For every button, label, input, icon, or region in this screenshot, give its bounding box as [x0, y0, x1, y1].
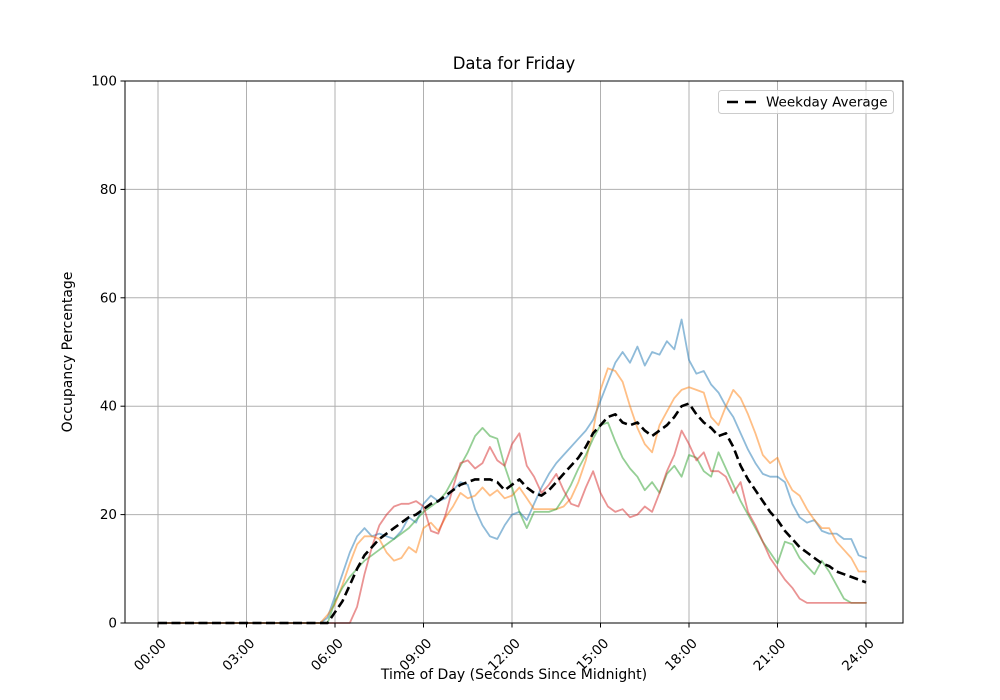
y-tick-label: 100	[91, 74, 117, 90]
y-tick-label: 40	[100, 399, 117, 415]
y-tick-label: 80	[100, 182, 117, 198]
axes-and-ticks	[120, 80, 904, 628]
y-tick-label: 0	[108, 616, 117, 632]
weekday-average-line	[158, 402, 867, 625]
y-tick-label: 20	[100, 507, 117, 523]
legend-box	[718, 90, 894, 114]
tick-labels: 00:00 03:00 06:00 09:00 12:00 15:00 18:00 21:00…	[91, 74, 878, 675]
x-tick-label: 21:00	[751, 636, 790, 675]
chart-title: Data for Friday	[453, 54, 576, 73]
y-axis-label: Occupancy Percentage	[60, 272, 76, 433]
x-tick-label: 06:00	[308, 636, 347, 675]
y-tick-label: 60	[100, 290, 117, 306]
gridlines	[125, 80, 903, 624]
legend-label: Weekday Average	[766, 95, 888, 111]
x-tick-label: 00:00	[131, 636, 170, 675]
x-axis-label: Time of Day (Seconds Since Midnight)	[380, 667, 647, 683]
x-tick-label: 24:00	[839, 636, 878, 675]
plot-border	[124, 80, 904, 624]
legend: Weekday Average	[718, 90, 894, 114]
x-tick-label: 18:00	[662, 636, 701, 675]
x-tick-label: 03:00	[220, 636, 259, 675]
